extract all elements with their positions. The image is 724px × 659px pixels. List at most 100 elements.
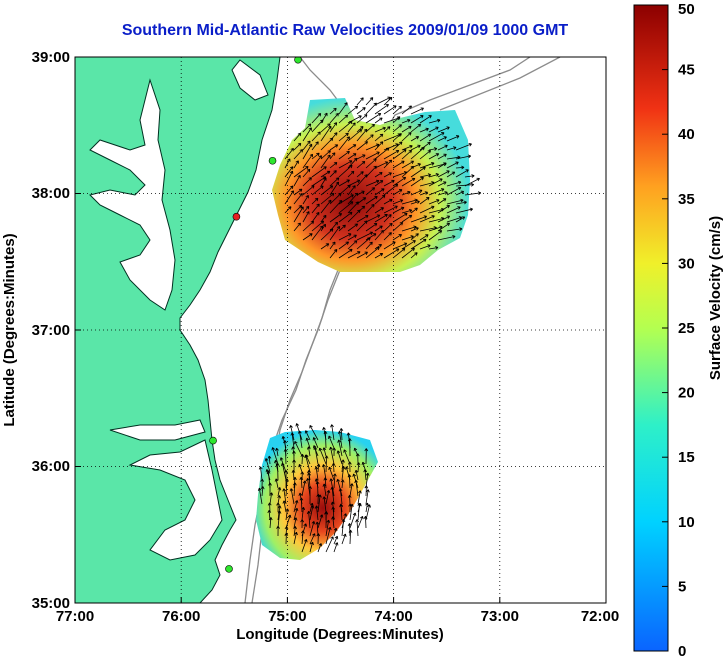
velocity-arrow [329, 132, 338, 142]
velocity-arrow [374, 133, 384, 142]
velocity-arrow [293, 174, 301, 187]
velocity-arrow [347, 153, 357, 160]
velocity-arrow [305, 437, 311, 449]
velocity-arrow [331, 463, 336, 473]
velocity-arrow [446, 198, 464, 205]
velocity-arrow [392, 221, 404, 232]
velocity-arrow [285, 478, 289, 497]
velocity-arrow [268, 482, 272, 497]
velocity-arrow [347, 474, 352, 489]
velocity-arrow [347, 251, 361, 259]
velocity-arrow [341, 459, 345, 473]
velocity-arrow [365, 195, 378, 205]
velocity-arrow [428, 147, 438, 151]
velocity-arrow [300, 454, 305, 465]
velocity-arrow [338, 233, 352, 241]
velocity-arrow [428, 132, 445, 142]
velocity-arrow [419, 141, 431, 151]
velocity-arrow [419, 205, 435, 214]
velocity-arrow [437, 136, 447, 142]
velocity-arrow [410, 238, 427, 250]
velocity-arrow [338, 211, 353, 223]
velocity-arrow [299, 476, 304, 489]
velocity-arrow [349, 503, 354, 521]
velocity-arrow [338, 160, 353, 169]
velocity-arrow [329, 162, 338, 169]
velocity-arrow [392, 116, 401, 124]
velocity-arrow [257, 487, 263, 505]
velocity-arrow [320, 154, 331, 169]
velocity-arrow [347, 223, 359, 232]
velocity-arrow [311, 203, 320, 214]
velocity-arrow [347, 170, 355, 178]
velocity-arrow [337, 439, 343, 457]
velocity-arrow [347, 144, 357, 151]
y-tick-label: 38:00 [32, 185, 70, 202]
velocity-arrow [282, 488, 287, 505]
velocity-arrow [363, 515, 368, 529]
velocity-arrow [437, 191, 448, 196]
colorbar-tick-label: 5 [678, 578, 686, 595]
velocity-arrow [364, 448, 369, 465]
velocity-arrow [293, 142, 302, 151]
velocity-arrow [446, 206, 461, 214]
velocity-arrow [277, 505, 282, 521]
velocity-arrow [455, 200, 467, 205]
velocity-arrow [260, 486, 265, 497]
velocity-arrow [401, 160, 415, 169]
velocity-arrow [338, 132, 349, 142]
velocity-arrow [329, 170, 337, 178]
velocity-arrow [293, 476, 297, 489]
velocity-arrow [392, 206, 405, 214]
velocity-arrow [284, 190, 294, 205]
velocity-arrow [276, 525, 280, 537]
velocity-arrow [292, 459, 296, 473]
velocity-arrow [410, 200, 420, 205]
velocity-arrow [340, 479, 345, 489]
velocity-arrow [365, 179, 380, 187]
velocity-arrow [383, 172, 392, 178]
velocity-arrow [329, 181, 339, 196]
velocity-arrow [284, 148, 294, 160]
velocity-arrow [437, 234, 456, 241]
velocity-arrow [347, 185, 356, 196]
x-tick-label: 75:00 [268, 608, 306, 625]
velocity-arrow [437, 144, 448, 151]
velocity-arrow [322, 447, 327, 457]
velocity-arrow [320, 112, 328, 124]
velocity-arrow [428, 153, 440, 160]
colorbar-tick-label: 20 [678, 385, 695, 402]
velocity-arrow [267, 502, 272, 513]
velocity-arrow [374, 194, 386, 205]
velocity-arrow [347, 115, 362, 124]
velocity-arrow [437, 162, 447, 169]
station-marker [294, 57, 302, 64]
velocity-arrow [419, 127, 429, 133]
velocity-arrow [311, 131, 321, 142]
velocity-arrow [311, 155, 322, 169]
colorbar-tick-label: 40 [678, 126, 695, 143]
velocity-arrow [401, 149, 412, 160]
velocity-arrow [363, 469, 368, 481]
velocity-arrow [338, 136, 350, 151]
velocity-arrow [264, 458, 271, 473]
velocity-arrow [290, 432, 295, 449]
velocity-arrow [356, 251, 368, 259]
velocity-arrow [365, 143, 380, 151]
grid-lines [75, 57, 606, 603]
colorbar-label: Surface Velocity (cm/s) [707, 216, 724, 380]
velocity-arrow [419, 197, 430, 205]
chesapeake-bay [89, 78, 176, 311]
velocity-arrow [293, 526, 297, 537]
velocity-arrow [275, 463, 280, 481]
velocity-arrow [392, 141, 403, 151]
velocity-arrow [292, 482, 297, 497]
velocity-arrow [293, 500, 299, 513]
velocity-arrow [321, 464, 327, 481]
velocity-arrow [301, 530, 305, 545]
velocity-arrow [302, 205, 310, 214]
velocity-arrow [374, 126, 386, 133]
velocity-arrow [320, 177, 327, 187]
velocity-arrow [332, 473, 337, 489]
velocity-arrow [338, 224, 346, 232]
